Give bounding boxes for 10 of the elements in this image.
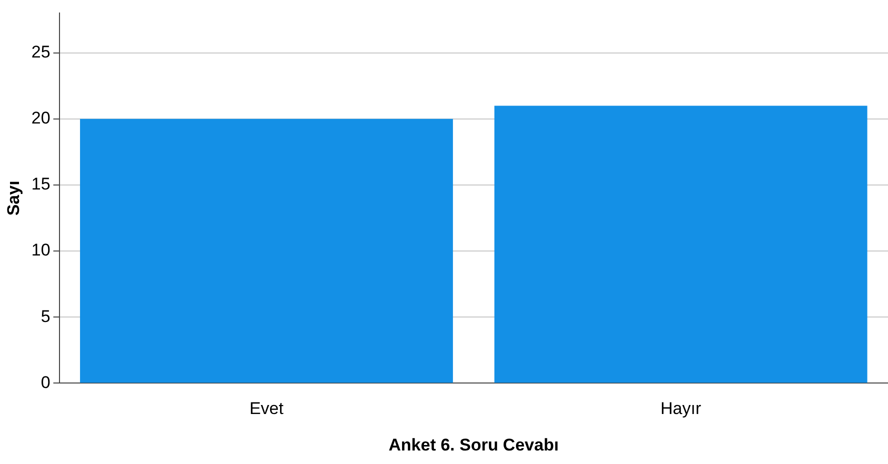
- y-tick-label: 20: [31, 108, 50, 128]
- y-tick-label: 10: [31, 240, 50, 260]
- y-tick-label: 15: [31, 174, 50, 194]
- y-tick-label: 0: [40, 372, 50, 392]
- y-axis-title: Sayı: [4, 180, 23, 216]
- x-tick-label: Evet: [249, 399, 284, 418]
- x-tick-label: Hayır: [660, 399, 702, 418]
- y-tick-label: 5: [40, 306, 50, 326]
- x-axis-title: Anket 6. Soru Cevabı: [388, 435, 559, 454]
- y-tick-label: 25: [31, 42, 50, 62]
